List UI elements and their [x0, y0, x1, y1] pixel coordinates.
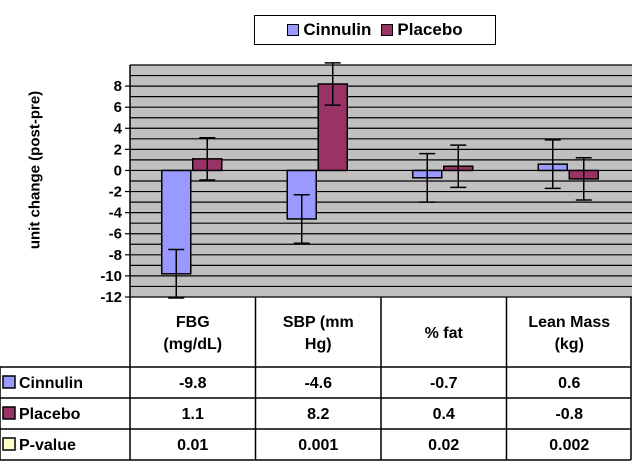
table-row-label: P-value — [19, 437, 76, 454]
table-cell: -0.7 — [430, 375, 458, 392]
table-cell: 0.002 — [549, 437, 589, 454]
y-tick-label: -12 — [100, 289, 122, 306]
legend-swatch-placebo — [381, 24, 394, 36]
y-tick-label: 6 — [114, 99, 122, 116]
table-cell: -9.8 — [179, 375, 207, 392]
y-tick-label: 2 — [114, 141, 122, 158]
table-cell: 0.001 — [298, 437, 338, 454]
y-tick-label: 8 — [114, 78, 122, 95]
category-label: (mg/dL) — [163, 336, 222, 353]
legend-item-placebo: Placebo — [381, 20, 463, 40]
legend-label-cinnulin: Cinnulin — [303, 20, 372, 39]
y-tick-label: -6 — [109, 226, 122, 243]
table-cell: 0.6 — [558, 375, 580, 392]
legend-swatch-cinnulin — [287, 24, 300, 36]
table-cell: 8.2 — [307, 406, 329, 423]
category-label: SBP (mm — [283, 314, 354, 331]
table-cell: 0.4 — [433, 406, 455, 423]
y-tick-label: 0 — [114, 162, 122, 179]
category-label: Lean Mass — [528, 314, 610, 331]
category-label: % fat — [425, 325, 464, 342]
table-row-swatch — [2, 375, 16, 389]
category-label: (kg) — [555, 336, 584, 353]
table-row-label: Placebo — [19, 406, 81, 423]
table-cell: -0.8 — [555, 406, 583, 423]
y-tick-label: 4 — [114, 120, 123, 137]
legend-item-cinnulin: Cinnulin — [287, 20, 371, 40]
y-tick-label: -10 — [100, 268, 122, 285]
y-tick-label: -8 — [109, 247, 122, 264]
table-row-swatch — [2, 406, 16, 420]
table-cell: -4.6 — [304, 375, 332, 392]
legend: Cinnulin Placebo — [254, 15, 496, 45]
table-cell: 0.01 — [177, 437, 208, 454]
category-label: Hg) — [305, 336, 332, 353]
y-tick-label: -2 — [109, 184, 122, 201]
legend-label-placebo: Placebo — [397, 20, 463, 39]
table-row-swatch — [2, 437, 16, 451]
y-tick-label: -4 — [109, 205, 123, 222]
table-cell: 0.02 — [428, 437, 459, 454]
table-cell: 1.1 — [182, 406, 204, 423]
table-row-label: Cinnulin — [19, 375, 83, 392]
category-label: FBG — [176, 314, 210, 331]
